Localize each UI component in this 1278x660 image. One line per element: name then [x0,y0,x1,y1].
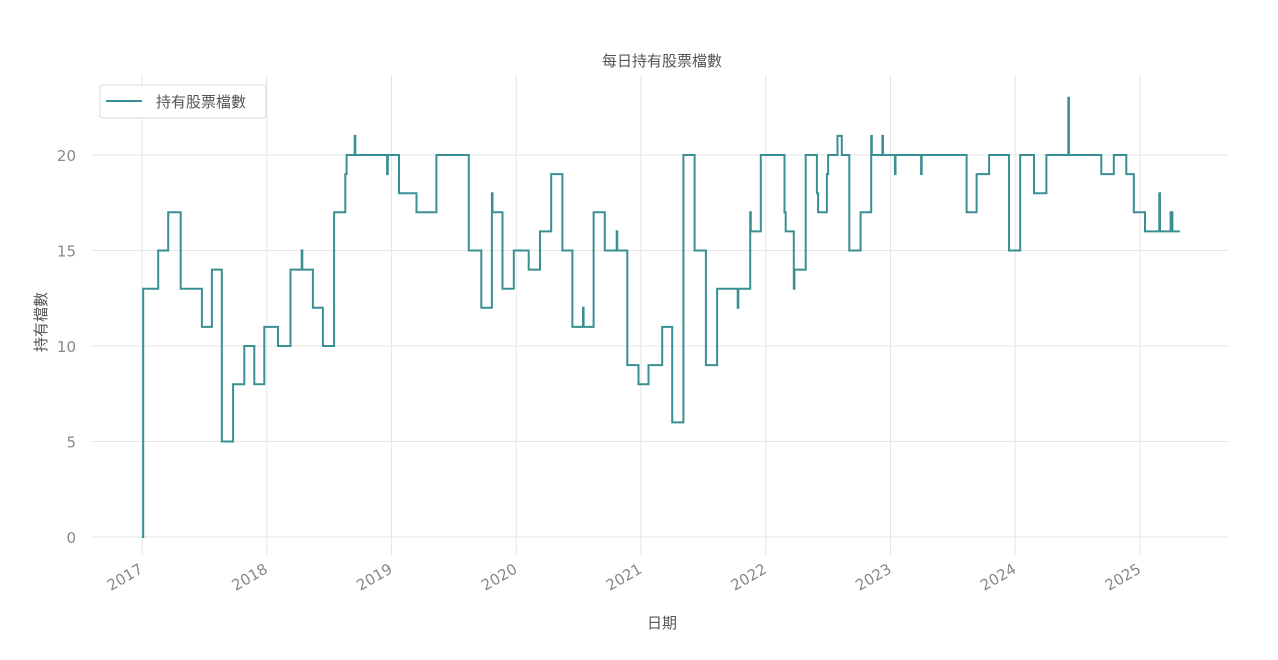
legend-label: 持有股票檔數 [156,93,246,111]
y-tick-label: 10 [57,338,76,356]
y-tick-label: 15 [57,243,76,261]
x-tick-label: 2020 [478,560,520,595]
legend-box [99,84,267,119]
x-tick-label: 2023 [852,560,894,595]
x-tick-label: 2017 [104,560,146,595]
chart-title: 每日持有股票檔數 [602,52,722,70]
legend: 持有股票檔數 [99,84,267,119]
x-axis-ticks: 2017 2018 2019 2020 2021 2022 2023 2024 2025 [104,560,1144,595]
y-axis-ticks: 0 5 10 15 20 [57,147,76,547]
series-line-holdings [142,96,1180,538]
y-axis-label: 持有檔數 [32,292,50,352]
x-tick-label: 2018 [229,560,271,595]
y-tick-label: 5 [66,434,76,452]
x-tick-label: 2025 [1102,560,1144,595]
x-tick-label: 2024 [977,560,1019,595]
x-tick-label: 2022 [728,560,770,595]
y-tick-label: 20 [57,147,76,165]
x-axis-label: 日期 [647,614,677,632]
y-tick-label: 0 [66,529,76,547]
x-tick-label: 2019 [353,560,395,595]
x-tick-label: 2021 [603,560,645,595]
gridlines [92,75,1228,555]
